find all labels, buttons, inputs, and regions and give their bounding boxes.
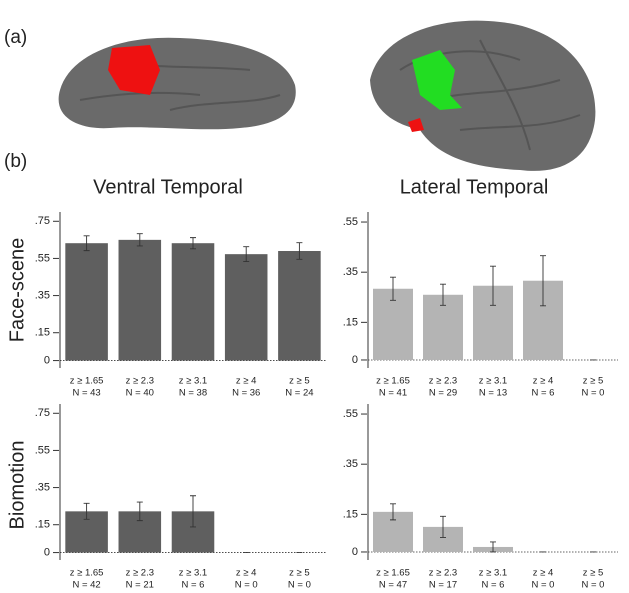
y-tick-label: .35: [35, 481, 50, 493]
n-label: N = 47: [379, 580, 407, 591]
panel-label: (a): [4, 27, 27, 48]
n-label: N = 43: [72, 388, 100, 399]
n-label: N = 38: [179, 388, 207, 399]
n-label: N = 41: [379, 388, 407, 399]
x-tick-label: z ≥ 2.3: [429, 376, 457, 387]
column-title: Ventral Temporal: [93, 176, 243, 198]
error-bar: [490, 265, 496, 306]
column-title: Lateral Temporal: [400, 176, 549, 198]
bar: [171, 243, 215, 361]
error-bar: [243, 246, 250, 263]
n-label: N = 36: [232, 388, 260, 399]
bar: [224, 254, 268, 361]
error-bar: [490, 541, 496, 553]
n-label: N = 0: [532, 580, 555, 591]
bar: [278, 251, 321, 361]
error-bar: [136, 233, 143, 247]
row-title: Biomotion: [6, 441, 28, 530]
brain-medial: [58, 37, 296, 130]
error-bar: [83, 502, 90, 520]
x-tick-label: z ≥ 3.1: [179, 568, 207, 579]
y-tick-label: .75: [35, 215, 50, 227]
y-tick-label: .35: [343, 458, 358, 470]
x-tick-label: z ≥ 4: [533, 568, 554, 579]
x-tick-label: z ≥ 3.1: [179, 376, 207, 387]
error-bar: [83, 235, 90, 252]
error-bar: [296, 242, 303, 260]
x-tick-label: z ≥ 5: [289, 568, 310, 579]
x-tick-label: z ≥ 5: [289, 376, 310, 387]
n-label: N = 40: [126, 388, 154, 399]
y-tick-label: .15: [343, 508, 358, 520]
n-label: N = 0: [288, 580, 311, 591]
y-tick-label: 0: [44, 354, 50, 366]
error-bar: [540, 255, 546, 307]
n-label: N = 21: [126, 580, 154, 591]
row-title: Face-scene: [6, 238, 28, 343]
y-tick-label: .15: [35, 327, 50, 339]
error-bar: [136, 501, 143, 522]
y-tick-label: .15: [35, 519, 50, 531]
x-tick-label: z ≥ 3.1: [479, 376, 507, 387]
n-label: N = 17: [429, 580, 457, 591]
error-bar: [390, 276, 396, 301]
x-tick-label: z ≥ 4: [236, 376, 257, 387]
error-bar: [440, 283, 446, 306]
y-tick-label: 0: [44, 546, 50, 558]
y-tick-label: 0: [352, 546, 358, 558]
error-bar: [440, 515, 446, 538]
bar: [118, 239, 162, 361]
n-label: N = 29: [429, 388, 457, 399]
x-tick-label: z ≥ 5: [583, 568, 604, 579]
y-tick-label: .35: [35, 289, 50, 301]
n-label: N = 6: [182, 580, 205, 591]
x-tick-label: z ≥ 5: [583, 376, 604, 387]
x-tick-label: z ≥ 1.65: [376, 568, 410, 579]
n-label: N = 24: [285, 388, 313, 399]
bar: [65, 243, 108, 361]
brain-lateral: [370, 20, 596, 171]
n-label: N = 0: [235, 580, 258, 591]
error-bar: [190, 495, 196, 528]
n-label: N = 0: [582, 388, 605, 399]
x-tick-label: z ≥ 1.65: [70, 376, 104, 387]
x-tick-label: z ≥ 4: [236, 568, 257, 579]
y-tick-label: .55: [343, 216, 358, 228]
n-label: N = 0: [582, 580, 605, 591]
y-tick-label: .55: [35, 444, 50, 456]
n-label: N = 6: [532, 388, 555, 399]
x-tick-label: z ≥ 3.1: [479, 568, 507, 579]
y-tick-label: .35: [343, 266, 358, 278]
y-tick-label: .55: [35, 252, 50, 264]
error-bar: [190, 237, 196, 250]
x-tick-label: z ≥ 2.3: [126, 568, 154, 579]
x-tick-label: z ≥ 4: [533, 376, 554, 387]
x-tick-label: z ≥ 1.65: [376, 376, 410, 387]
y-tick-label: .75: [35, 407, 50, 419]
y-tick-label: .15: [343, 316, 358, 328]
x-tick-label: z ≥ 2.3: [126, 376, 154, 387]
y-tick-label: 0: [352, 354, 358, 366]
n-label: N = 13: [479, 388, 507, 399]
x-tick-label: z ≥ 2.3: [429, 568, 457, 579]
x-tick-label: z ≥ 1.65: [70, 568, 104, 579]
panel-label: (b): [4, 151, 27, 172]
error-bar: [390, 503, 396, 521]
n-label: N = 6: [482, 580, 505, 591]
y-tick-label: .55: [343, 408, 358, 420]
n-label: N = 42: [72, 580, 100, 591]
